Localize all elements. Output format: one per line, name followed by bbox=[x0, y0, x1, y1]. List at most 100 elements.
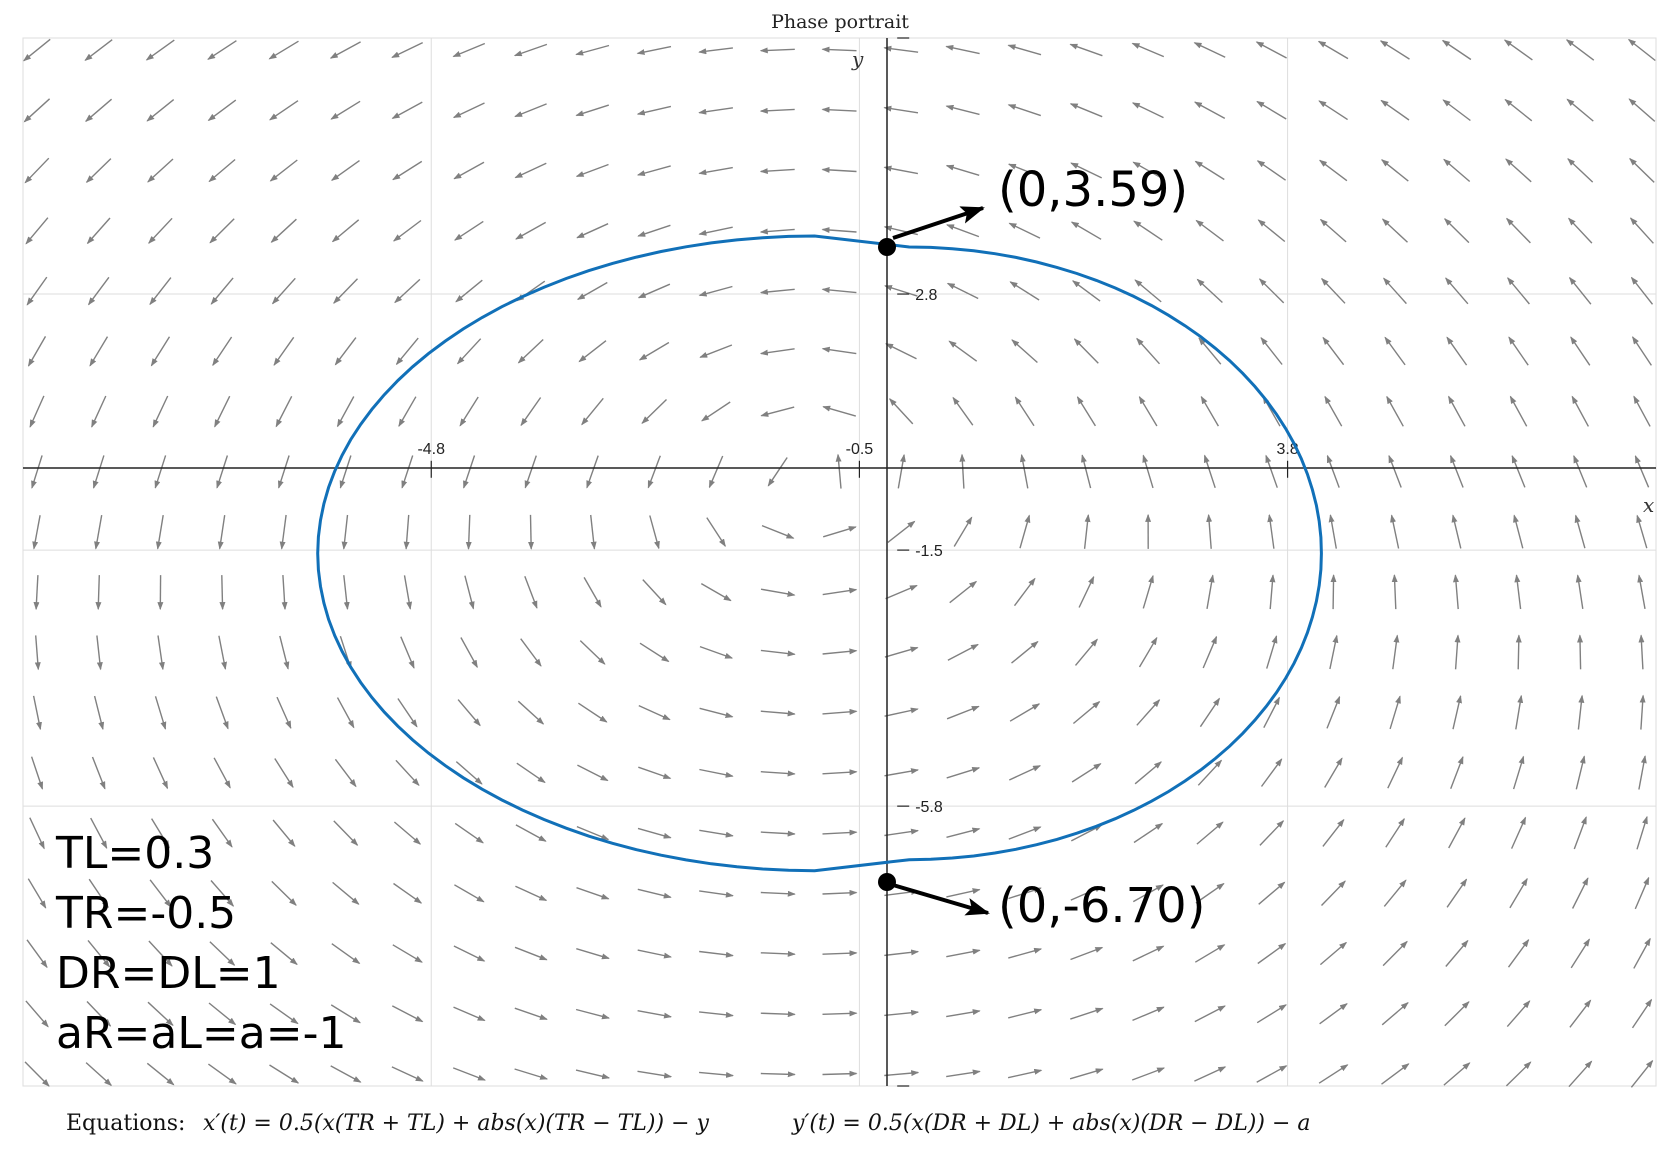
field-arrow-238 bbox=[1390, 514, 1400, 549]
field-arrow-249 bbox=[403, 575, 413, 610]
field-arrow-484 bbox=[1568, 1060, 1593, 1088]
field-arrow-283 bbox=[822, 648, 858, 655]
field-arrow-14 bbox=[883, 45, 919, 53]
field-arrow-265 bbox=[1391, 574, 1398, 610]
field-arrow-45 bbox=[1131, 102, 1164, 119]
field-arrow-224 bbox=[528, 514, 535, 550]
field-arrow-483 bbox=[1505, 1061, 1532, 1087]
field-arrow-192 bbox=[216, 455, 229, 489]
field-arrow-120 bbox=[759, 288, 795, 295]
axes bbox=[23, 38, 1656, 1086]
field-arrow-30 bbox=[207, 99, 237, 121]
field-arrow-480 bbox=[1318, 1064, 1349, 1084]
field-arrow-70 bbox=[1007, 163, 1041, 178]
field-arrow-210 bbox=[1326, 454, 1340, 488]
field-arrow-33 bbox=[391, 101, 423, 120]
field-arrow-306 bbox=[578, 702, 608, 723]
field-arrow-5 bbox=[329, 41, 361, 59]
field-arrow-476 bbox=[1069, 1068, 1104, 1080]
field-arrow-256 bbox=[822, 587, 858, 596]
field-arrow-472 bbox=[822, 1070, 858, 1077]
field-arrow-360 bbox=[576, 825, 610, 841]
field-arrow-229 bbox=[822, 526, 857, 538]
field-arrow-338 bbox=[884, 768, 919, 777]
field-arrow-171 bbox=[581, 397, 604, 426]
field-arrow-414 bbox=[576, 948, 610, 960]
field-arrow-165 bbox=[214, 395, 231, 428]
field-arrow-376 bbox=[1573, 816, 1587, 850]
field-arrow-259 bbox=[1013, 577, 1036, 607]
field-arrow-436 bbox=[269, 1003, 299, 1025]
field-arrow-77 bbox=[1443, 158, 1471, 183]
field-arrow-260 bbox=[1078, 575, 1095, 608]
field-arrow-452 bbox=[1256, 1004, 1287, 1024]
field-arrow-345 bbox=[1324, 757, 1343, 788]
field-arrow-172 bbox=[641, 398, 667, 424]
field-arrow-308 bbox=[699, 707, 734, 718]
field-arrow-409 bbox=[270, 942, 298, 966]
field-arrow-443 bbox=[699, 1011, 734, 1018]
equation-x: x′(t) = 0.5(x(TR + TL) + abs(x)(TR − TL)… bbox=[203, 1111, 710, 1136]
field-arrow-248 bbox=[343, 575, 350, 610]
field-arrow-139 bbox=[273, 336, 295, 366]
field-arrow-21 bbox=[1317, 40, 1349, 60]
field-arrow-469 bbox=[637, 1070, 673, 1079]
field-arrow-97 bbox=[1008, 222, 1041, 239]
field-arrow-38 bbox=[698, 107, 734, 115]
field-arrow-218 bbox=[155, 514, 164, 550]
field-arrow-157 bbox=[1384, 336, 1406, 366]
field-arrow-31 bbox=[269, 100, 299, 121]
field-arrow-408 bbox=[209, 941, 236, 966]
field-arrow-271 bbox=[96, 635, 103, 671]
field-arrow-340 bbox=[1009, 765, 1042, 781]
field-arrow-46 bbox=[1194, 101, 1226, 120]
point-top-group: (0,3.59) bbox=[878, 162, 1188, 256]
field-arrow-395 bbox=[1070, 885, 1103, 901]
field-arrow-269 bbox=[1637, 574, 1646, 610]
field-arrow-7 bbox=[452, 42, 486, 58]
field-arrow-186 bbox=[1509, 395, 1528, 427]
field-arrow-261 bbox=[1142, 574, 1154, 609]
field-arrow-88 bbox=[454, 220, 484, 241]
field-arrow-355 bbox=[272, 819, 296, 847]
field-arrow-316 bbox=[1199, 697, 1220, 728]
field-arrow-295 bbox=[1577, 634, 1584, 670]
field-arrow-227 bbox=[706, 517, 726, 547]
field-arrow-59 bbox=[330, 160, 360, 181]
field-arrow-323 bbox=[1639, 694, 1646, 730]
field-arrow-348 bbox=[1512, 755, 1525, 790]
field-arrow-195 bbox=[401, 455, 414, 489]
field-arrow-175 bbox=[822, 405, 856, 417]
field-arrow-167 bbox=[336, 396, 355, 428]
field-arrow-377 bbox=[1636, 815, 1648, 850]
field-arrow-445 bbox=[822, 1010, 858, 1017]
field-arrow-304 bbox=[457, 699, 481, 727]
field-arrow-184 bbox=[1386, 395, 1404, 427]
field-arrow-208 bbox=[1203, 454, 1216, 489]
field-arrow-354 bbox=[211, 818, 233, 848]
field-arrow-404 bbox=[1634, 876, 1650, 910]
field-arrow-35 bbox=[514, 103, 547, 118]
periodic-orbit bbox=[316, 234, 1323, 873]
field-arrow-388 bbox=[637, 888, 672, 899]
field-arrow-243 bbox=[33, 575, 40, 611]
field-arrow-58 bbox=[269, 159, 298, 182]
field-arrow-312 bbox=[946, 705, 980, 720]
annotation-arrow-bottom bbox=[892, 883, 990, 916]
field-arrow-369 bbox=[1133, 823, 1164, 844]
vector-field bbox=[23, 38, 1656, 1088]
annotation-arrow-top bbox=[892, 206, 985, 240]
field-arrow-84 bbox=[209, 218, 235, 244]
field-arrow-335 bbox=[699, 768, 734, 778]
field-arrow-215 bbox=[1634, 455, 1650, 488]
field-arrow-212 bbox=[1449, 454, 1464, 488]
field-arrow-153 bbox=[1136, 337, 1161, 365]
field-arrow-266 bbox=[1452, 574, 1459, 610]
field-arrow-164 bbox=[152, 395, 169, 428]
field-arrow-10 bbox=[636, 45, 672, 55]
field-arrow-132 bbox=[1507, 277, 1530, 305]
equations-caption: Equations: x′(t) = 0.5(x(TR + TL) + abs(… bbox=[66, 1111, 1311, 1136]
field-arrow-169 bbox=[459, 396, 479, 427]
field-arrow-457 bbox=[1569, 999, 1592, 1028]
field-arrow-280 bbox=[639, 642, 670, 663]
